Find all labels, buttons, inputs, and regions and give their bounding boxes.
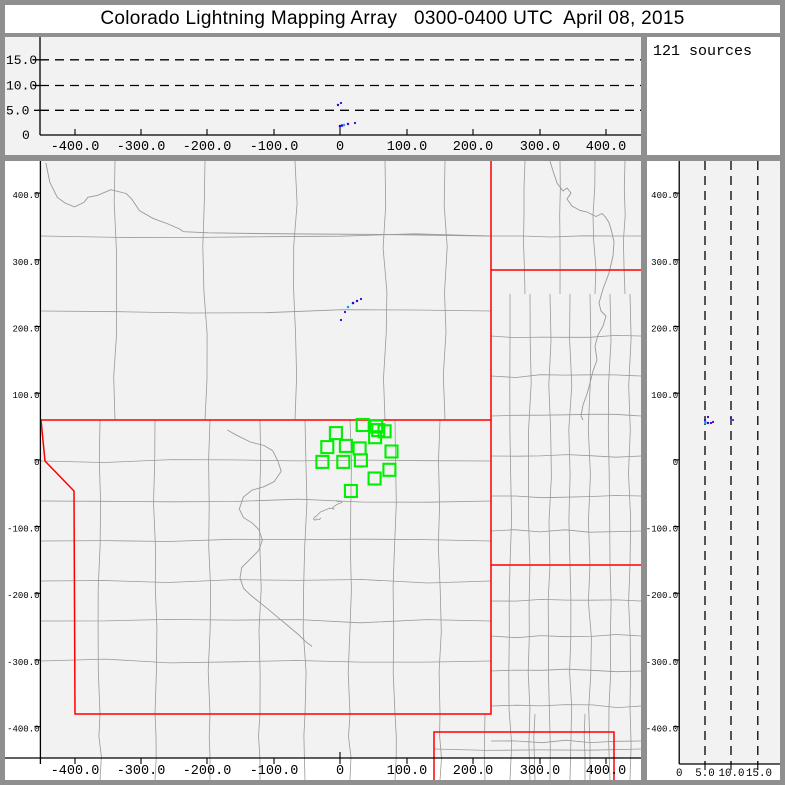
svg-text:-100.0: -100.0 <box>250 140 299 155</box>
svg-text:0: 0 <box>34 458 39 468</box>
svg-text:100.0: 100.0 <box>387 764 428 779</box>
svg-text:100.0: 100.0 <box>651 391 678 401</box>
svg-text:-100.0: -100.0 <box>7 525 39 535</box>
svg-text:-300.0: -300.0 <box>7 658 39 668</box>
svg-text:0: 0 <box>336 140 344 155</box>
svg-text:300.0: 300.0 <box>520 140 561 155</box>
svg-text:-100.0: -100.0 <box>647 525 678 535</box>
svg-text:-400.0: -400.0 <box>51 140 100 155</box>
svg-text:400.0: 400.0 <box>12 191 39 201</box>
svg-text:100.0: 100.0 <box>12 391 39 401</box>
svg-text:-400.0: -400.0 <box>647 725 678 735</box>
svg-text:100.0: 100.0 <box>387 140 428 155</box>
svg-text:-300.0: -300.0 <box>117 140 166 155</box>
svg-text:-300.0: -300.0 <box>647 658 678 668</box>
svg-text:200.0: 200.0 <box>453 764 494 779</box>
svg-text:0: 0 <box>676 768 682 780</box>
svg-text:15.0: 15.0 <box>6 53 37 68</box>
svg-text:300.0: 300.0 <box>651 258 678 268</box>
svg-text:-300.0: -300.0 <box>117 764 166 779</box>
svg-text:-100.0: -100.0 <box>250 764 299 779</box>
svg-text:10.0: 10.0 <box>719 768 745 780</box>
svg-text:200.0: 200.0 <box>453 140 494 155</box>
svg-text:-200.0: -200.0 <box>7 591 39 601</box>
svg-text:0: 0 <box>22 128 30 143</box>
svg-text:-400.0: -400.0 <box>51 764 100 779</box>
svg-text:5.0: 5.0 <box>695 768 714 780</box>
svg-text:-400.0: -400.0 <box>7 725 39 735</box>
svg-text:300.0: 300.0 <box>520 764 561 779</box>
svg-text:-200.0: -200.0 <box>183 140 232 155</box>
svg-text:400.0: 400.0 <box>586 140 627 155</box>
svg-text:10.0: 10.0 <box>6 79 37 94</box>
svg-text:-200.0: -200.0 <box>647 591 678 601</box>
svg-text:0: 0 <box>336 764 344 779</box>
svg-text:0: 0 <box>673 458 678 468</box>
svg-text:-200.0: -200.0 <box>183 764 232 779</box>
svg-text:300.0: 300.0 <box>12 258 39 268</box>
svg-text:400.0: 400.0 <box>651 191 678 201</box>
svg-text:15.0: 15.0 <box>746 768 772 780</box>
svg-text:200.0: 200.0 <box>651 325 678 335</box>
svg-text:5.0: 5.0 <box>6 104 29 119</box>
svg-text:400.0: 400.0 <box>586 764 627 779</box>
svg-text:200.0: 200.0 <box>12 325 39 335</box>
